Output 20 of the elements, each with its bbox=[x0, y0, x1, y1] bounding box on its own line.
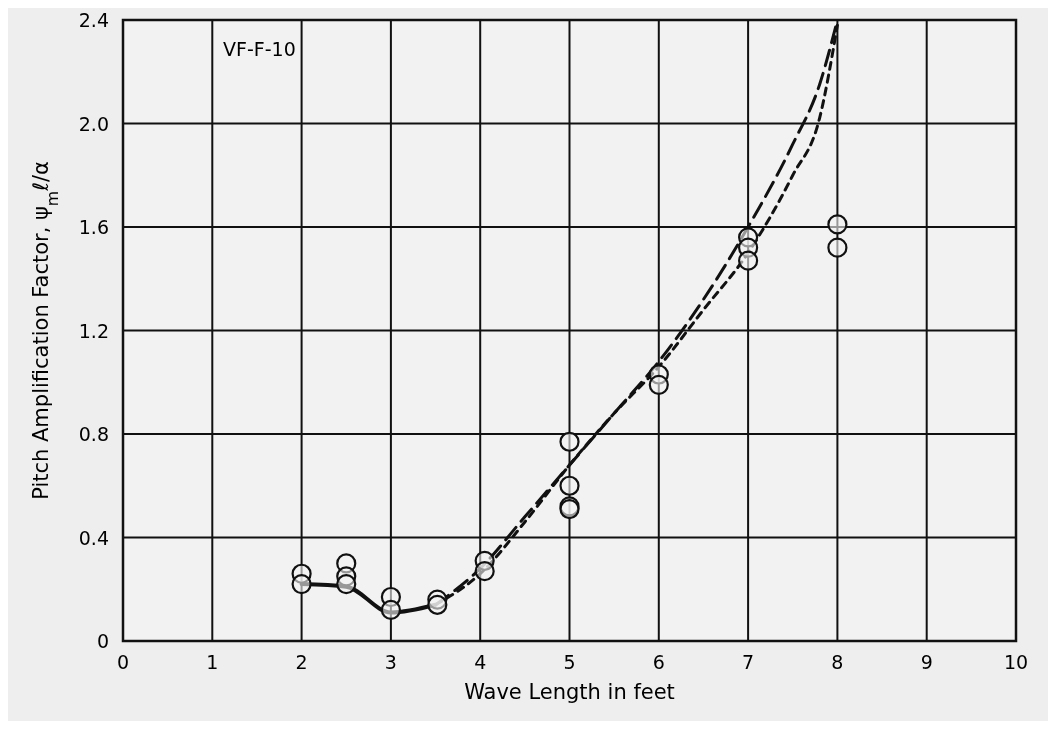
y-tick-label: 0.8 bbox=[78, 423, 109, 445]
y-tick-label: 2.0 bbox=[78, 112, 109, 135]
x-tick-label: 2 bbox=[295, 651, 308, 673]
x-tick-label: 3 bbox=[384, 651, 397, 673]
x-tick-label: 9 bbox=[920, 651, 933, 673]
x-tick-label: 6 bbox=[652, 651, 665, 673]
x-tick-label: 1 bbox=[206, 651, 219, 673]
y-tick-label: 1.6 bbox=[78, 216, 109, 238]
y-tick-label: 2.4 bbox=[78, 9, 109, 31]
x-tick-label: 4 bbox=[474, 651, 487, 673]
x-axis-title: Wave Length in feet bbox=[464, 680, 675, 704]
x-tick-label: 5 bbox=[563, 651, 576, 673]
annotation: VF-F-10 bbox=[223, 38, 296, 60]
y-tick-label: 0.4 bbox=[78, 526, 109, 549]
y-tick-label: 0 bbox=[96, 630, 109, 652]
y-tick-label: 1.2 bbox=[78, 319, 109, 342]
x-tick-label: 0 bbox=[116, 651, 130, 673]
x-tick-label: 10 bbox=[1003, 651, 1029, 673]
x-tick-label: 8 bbox=[831, 651, 844, 673]
x-tick-label: 7 bbox=[742, 651, 755, 673]
